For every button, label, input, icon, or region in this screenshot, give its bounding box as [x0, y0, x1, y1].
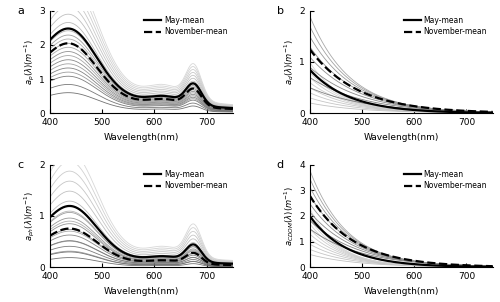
- May-mean: [156, 254, 162, 258]
- May-mean: [132, 94, 138, 98]
- Line: November-mean: November-mean: [310, 49, 492, 112]
- Text: d: d: [276, 160, 284, 171]
- November-mean: [222, 107, 228, 111]
- May-mean: [404, 262, 410, 265]
- X-axis label: Wavelength(nm): Wavelength(nm): [104, 287, 179, 296]
- May-mean: [490, 111, 496, 114]
- November-mean: [490, 264, 496, 268]
- November-mean: [487, 264, 493, 268]
- May-mean: [490, 265, 496, 269]
- May-mean: [306, 214, 312, 218]
- November-mean: [228, 263, 234, 267]
- November-mean: [132, 259, 138, 262]
- November-mean: [230, 263, 236, 267]
- Y-axis label: $a_{ph}(\lambda)(m^{-1})$: $a_{ph}(\lambda)(m^{-1})$: [22, 191, 36, 241]
- November-mean: [228, 107, 234, 111]
- May-mean: [145, 95, 151, 98]
- November-mean: [66, 227, 72, 230]
- May-mean: [391, 260, 397, 264]
- Line: May-mean: May-mean: [50, 206, 233, 264]
- November-mean: [414, 259, 420, 263]
- November-mean: [482, 264, 488, 268]
- May-mean: [222, 262, 228, 265]
- Y-axis label: $a_{CDOM}(\lambda)(m^{-1})$: $a_{CDOM}(\lambda)(m^{-1})$: [282, 186, 296, 246]
- May-mean: [306, 68, 312, 71]
- November-mean: [487, 110, 493, 114]
- Text: c: c: [17, 160, 23, 171]
- May-mean: [66, 27, 71, 30]
- November-mean: [145, 98, 151, 101]
- November-mean: [145, 259, 151, 263]
- Line: May-mean: May-mean: [310, 69, 492, 113]
- Line: May-mean: May-mean: [50, 28, 233, 108]
- May-mean: [156, 94, 162, 98]
- May-mean: [487, 111, 493, 114]
- November-mean: [96, 242, 102, 246]
- May-mean: [414, 263, 420, 266]
- November-mean: [156, 97, 162, 101]
- May-mean: [222, 106, 228, 109]
- May-mean: [404, 108, 410, 111]
- November-mean: [414, 105, 420, 108]
- November-mean: [132, 97, 138, 101]
- Line: May-mean: May-mean: [310, 216, 492, 267]
- Text: b: b: [276, 6, 283, 17]
- November-mean: [356, 88, 362, 92]
- May-mean: [228, 106, 234, 110]
- Y-axis label: $a_p(\lambda)(m^{-1})$: $a_p(\lambda)(m^{-1})$: [22, 39, 36, 85]
- May-mean: [414, 108, 420, 112]
- Line: November-mean: November-mean: [310, 195, 492, 266]
- May-mean: [66, 204, 72, 208]
- November-mean: [47, 51, 53, 54]
- November-mean: [156, 259, 162, 262]
- May-mean: [132, 255, 138, 258]
- May-mean: [96, 228, 102, 232]
- November-mean: [230, 107, 236, 111]
- X-axis label: Wavelength(nm): Wavelength(nm): [104, 133, 179, 142]
- May-mean: [228, 262, 234, 265]
- November-mean: [96, 69, 102, 72]
- November-mean: [356, 242, 362, 246]
- Line: November-mean: November-mean: [50, 229, 233, 265]
- November-mean: [482, 110, 488, 114]
- X-axis label: Wavelength(nm): Wavelength(nm): [364, 287, 439, 296]
- November-mean: [306, 47, 312, 51]
- May-mean: [96, 59, 102, 63]
- Text: a: a: [17, 6, 24, 17]
- November-mean: [306, 194, 312, 197]
- May-mean: [47, 215, 53, 219]
- Legend: May-mean, November-mean: May-mean, November-mean: [142, 14, 229, 38]
- Legend: May-mean, November-mean: May-mean, November-mean: [402, 14, 488, 38]
- May-mean: [487, 265, 493, 269]
- Y-axis label: $a_d(\lambda)(m^{-1})$: $a_d(\lambda)(m^{-1})$: [282, 39, 296, 85]
- May-mean: [482, 111, 488, 114]
- November-mean: [391, 101, 397, 104]
- May-mean: [356, 98, 362, 102]
- Line: November-mean: November-mean: [50, 43, 233, 109]
- Legend: May-mean, November-mean: May-mean, November-mean: [402, 169, 488, 192]
- May-mean: [230, 262, 236, 265]
- Legend: May-mean, November-mean: May-mean, November-mean: [142, 169, 229, 192]
- May-mean: [145, 255, 151, 259]
- November-mean: [404, 103, 410, 107]
- November-mean: [391, 255, 397, 259]
- May-mean: [230, 106, 236, 110]
- May-mean: [391, 106, 397, 110]
- November-mean: [404, 258, 410, 262]
- November-mean: [47, 234, 53, 237]
- X-axis label: Wavelength(nm): Wavelength(nm): [364, 133, 439, 142]
- November-mean: [66, 41, 71, 45]
- May-mean: [482, 265, 488, 268]
- May-mean: [47, 38, 53, 42]
- May-mean: [356, 252, 362, 255]
- November-mean: [490, 110, 496, 114]
- November-mean: [222, 263, 228, 267]
